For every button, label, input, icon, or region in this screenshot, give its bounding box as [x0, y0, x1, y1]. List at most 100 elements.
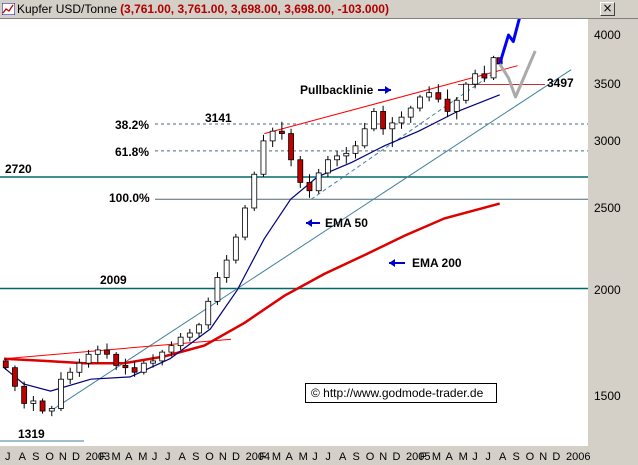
candle-body	[260, 140, 267, 175]
candle-body	[463, 83, 469, 101]
y-tick-label: 2000	[594, 283, 621, 298]
x-tick-label: D	[392, 451, 401, 463]
moving-averages	[3, 94, 501, 392]
close-button[interactable]: ×	[600, 2, 615, 16]
candle-body	[223, 259, 230, 278]
candle-body	[186, 332, 193, 338]
x-tick-label: O	[45, 451, 54, 463]
x-tick-label: A	[498, 451, 507, 463]
candle-body	[214, 277, 221, 302]
x-tick-label: M	[111, 451, 121, 463]
candle-body	[453, 99, 460, 112]
y-tick-label: 1500	[594, 389, 621, 403]
candle-body	[2, 360, 9, 369]
x-tick-label: N	[539, 451, 548, 463]
resistance-line-0	[3, 338, 232, 360]
x-tick-label: S	[32, 451, 40, 463]
x-tick-label: S	[192, 451, 200, 463]
candle-body	[140, 362, 147, 373]
x-tick-label: A	[285, 451, 293, 463]
candle-body	[39, 400, 46, 412]
candle-body	[177, 336, 184, 347]
candle-body	[417, 96, 423, 109]
ema200-label: EMA 200	[412, 256, 462, 270]
y-tick-label: 3000	[594, 133, 621, 148]
x-axis-panel	[0, 446, 638, 465]
candle-body	[150, 360, 156, 364]
x-tick-label: F	[259, 451, 266, 463]
x-tick-label: J	[485, 451, 491, 463]
copyright-box: © http://www.godmode-trader.de	[305, 383, 497, 403]
x-tick-label: J	[325, 451, 331, 463]
candle-body	[85, 353, 92, 364]
candle-body	[288, 133, 294, 161]
x-tick-label: 2005	[406, 451, 431, 463]
projection-alt	[498, 50, 537, 99]
candle-body	[306, 181, 313, 192]
candle-body	[407, 107, 414, 118]
x-tick-label: N	[379, 451, 388, 463]
x-tick-label: N	[58, 451, 67, 463]
x-tick-label: 2004	[245, 451, 271, 463]
x-tick-label: A	[178, 451, 186, 463]
level-label-2009: 2009	[100, 273, 127, 287]
x-tick-label: J	[164, 451, 171, 463]
candle-body	[426, 92, 433, 98]
candle-body	[94, 349, 101, 355]
x-tick-label: M	[458, 451, 468, 463]
ohlc-values: (3,761.00, 3,761.00, 3,698.00, 3,698.00,…	[120, 2, 389, 16]
candle-body	[334, 155, 340, 161]
x-tick-label: S	[352, 451, 360, 463]
y-tick-label: 2500	[594, 200, 621, 215]
candle-body	[343, 152, 350, 157]
fibonacci-levels	[155, 123, 588, 200]
x-tick-label: N	[218, 451, 227, 463]
level-label-2720: 2720	[5, 162, 32, 176]
candle-body	[58, 378, 64, 409]
candle-body	[113, 353, 120, 366]
pullback-line-label: Pullbacklinie	[300, 83, 374, 97]
candle-body	[278, 130, 285, 134]
support-line-1	[310, 73, 493, 200]
fib-low-label: 1319	[18, 427, 45, 441]
x-tick-label: D	[72, 451, 80, 463]
ema50-arrow-head	[306, 219, 312, 227]
candle-body	[490, 57, 497, 79]
candle-body	[205, 300, 212, 326]
level-label-3497: 3497	[547, 76, 574, 90]
candle-body	[131, 367, 138, 373]
x-tick-label: A	[18, 451, 26, 463]
x-tick-label: O	[525, 451, 535, 463]
candle-body	[12, 367, 18, 387]
candle-body	[315, 172, 322, 192]
support-line-0	[50, 69, 572, 412]
x-tick-label: D	[552, 451, 561, 463]
candle-body	[361, 128, 368, 147]
x-tick-label: A	[445, 451, 453, 463]
x-tick-label: O	[205, 451, 214, 463]
candle-body	[380, 111, 387, 130]
x-tick-label: M	[431, 451, 442, 463]
x-tick-label: 2006	[566, 451, 591, 463]
x-tick-label: D	[232, 451, 240, 463]
candle-body	[242, 207, 248, 238]
ema200-line	[3, 202, 501, 365]
x-tick-label: J	[5, 451, 11, 463]
candle-body	[21, 385, 28, 404]
candle-body	[444, 98, 451, 112]
y-axis-panel	[588, 19, 638, 446]
x-tick-label: F	[99, 451, 106, 463]
fib-label-61: 61.8%	[115, 145, 150, 159]
y-tick-label: 4000	[594, 28, 621, 42]
candle-body	[371, 111, 377, 130]
candle-body	[435, 92, 442, 100]
candle-body	[122, 365, 129, 369]
candle-body	[30, 400, 37, 404]
candle-body	[389, 122, 396, 130]
annotation-arrows	[306, 86, 405, 267]
fib-label-38: 38.2%	[115, 118, 150, 132]
x-tick-label: J	[151, 451, 158, 463]
x-tick-label: A	[338, 451, 347, 463]
candle-body	[104, 349, 110, 355]
